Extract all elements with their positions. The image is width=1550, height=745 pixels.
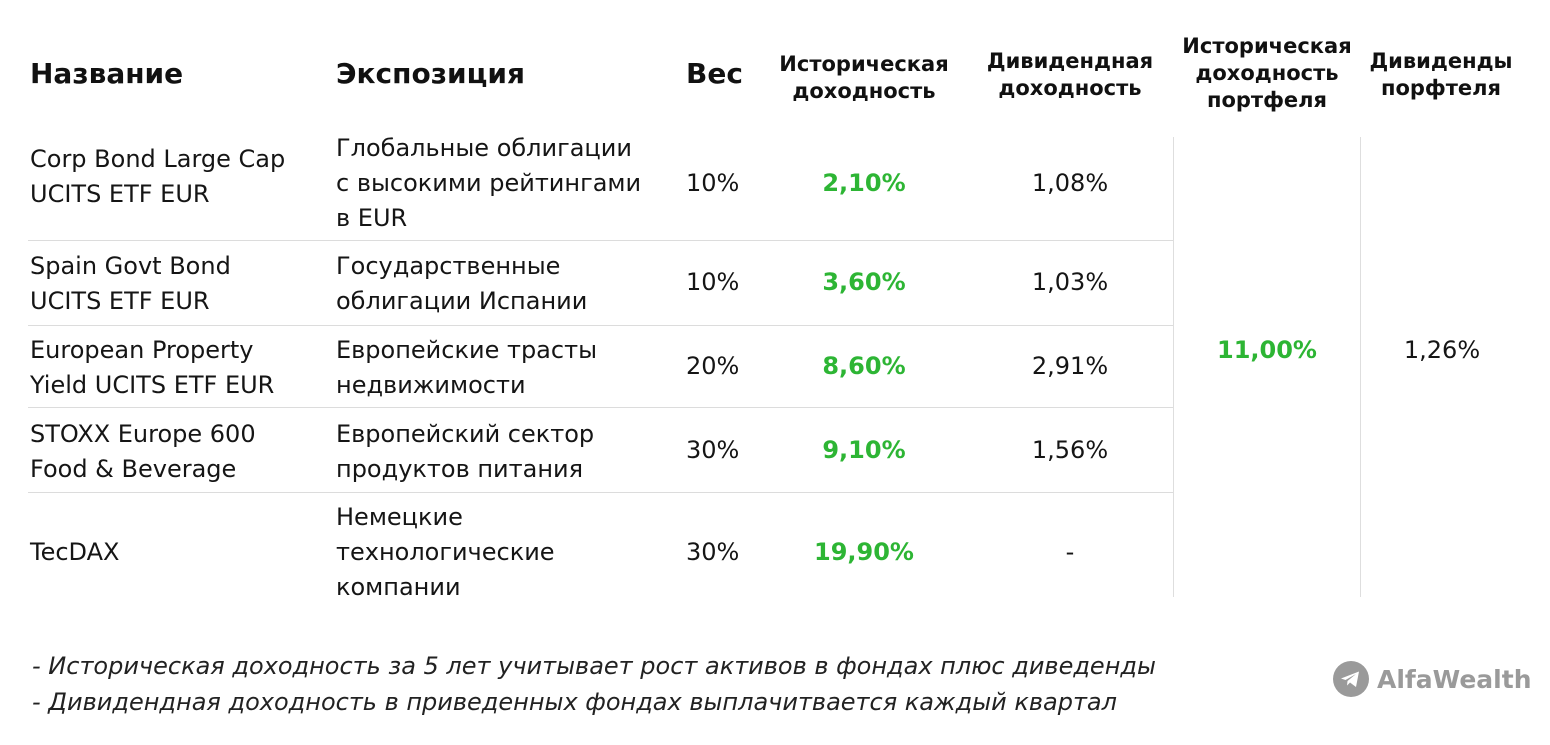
row-divider bbox=[28, 407, 1173, 408]
row-divider bbox=[28, 492, 1173, 493]
fund-weight: 10% bbox=[686, 169, 740, 197]
fund-name: STOXX Europe 600 Food & Beverage bbox=[30, 420, 256, 483]
column-divider bbox=[1173, 137, 1174, 597]
header-weight: Вес bbox=[686, 57, 743, 90]
header-portfolio-dividends: Дивиденды порфтеля bbox=[1369, 49, 1513, 100]
fund-hist-return: 3,60% bbox=[822, 268, 906, 296]
portfolio-dividends: 1,26% bbox=[1403, 336, 1481, 364]
header-hist-return: Историческая доходность bbox=[779, 52, 949, 103]
fund-div-yield: 1,08% bbox=[1031, 169, 1109, 197]
brand-logo: AlfaWealth bbox=[1333, 661, 1532, 697]
fund-hist-return: 8,60% bbox=[822, 352, 906, 380]
fund-div-yield: - bbox=[1065, 538, 1075, 566]
telegram-icon bbox=[1333, 661, 1369, 697]
fund-name: TecDAX bbox=[30, 538, 120, 566]
fund-exposure: Немецкие технологические компании bbox=[336, 503, 555, 601]
fund-weight: 30% bbox=[686, 436, 740, 464]
fund-exposure: Европейские трасты недвижимости bbox=[336, 336, 598, 399]
fund-div-yield: 2,91% bbox=[1031, 352, 1109, 380]
fund-name: Spain Govt Bond UCITS ETF EUR bbox=[30, 252, 231, 315]
fund-exposure: Европейский сектор продуктов питания bbox=[336, 420, 595, 483]
fund-name: Corp Bond Large Cap UCITS ETF EUR bbox=[30, 145, 286, 208]
fund-exposure: Глобальные облигации с высокими рейтинга… bbox=[336, 134, 642, 232]
footnotes: - Историческая доходность за 5 лет учиты… bbox=[32, 648, 1156, 720]
fund-div-yield: 1,56% bbox=[1031, 436, 1109, 464]
fund-exposure: Государственные облигации Испании bbox=[336, 252, 588, 315]
fund-hist-return: 2,10% bbox=[822, 169, 906, 197]
header-exposure: Экспозиция bbox=[336, 57, 525, 90]
row-divider bbox=[28, 240, 1173, 241]
column-divider bbox=[1360, 137, 1361, 597]
fund-div-yield: 1,03% bbox=[1031, 268, 1109, 296]
header-portfolio-hist-return: Историческая доходность портфеля bbox=[1182, 34, 1352, 112]
fund-weight: 30% bbox=[686, 538, 740, 566]
fund-hist-return: 9,10% bbox=[822, 436, 906, 464]
footnote: - Историческая доходность за 5 лет учиты… bbox=[32, 652, 1156, 680]
row-divider bbox=[28, 325, 1173, 326]
header-name: Название bbox=[30, 57, 184, 90]
fund-name: European Property Yield UCITS ETF EUR bbox=[30, 336, 275, 399]
fund-weight: 20% bbox=[686, 352, 740, 380]
fund-weight: 10% bbox=[686, 268, 740, 296]
portfolio-hist-return: 11,00% bbox=[1217, 336, 1317, 364]
header-div-yield: Дивидендная доходность bbox=[986, 49, 1154, 100]
footnote: - Дивидендная доходность в приведенных ф… bbox=[32, 688, 1117, 716]
brand-name: AlfaWealth bbox=[1377, 664, 1532, 694]
fund-hist-return: 19,90% bbox=[814, 538, 914, 566]
